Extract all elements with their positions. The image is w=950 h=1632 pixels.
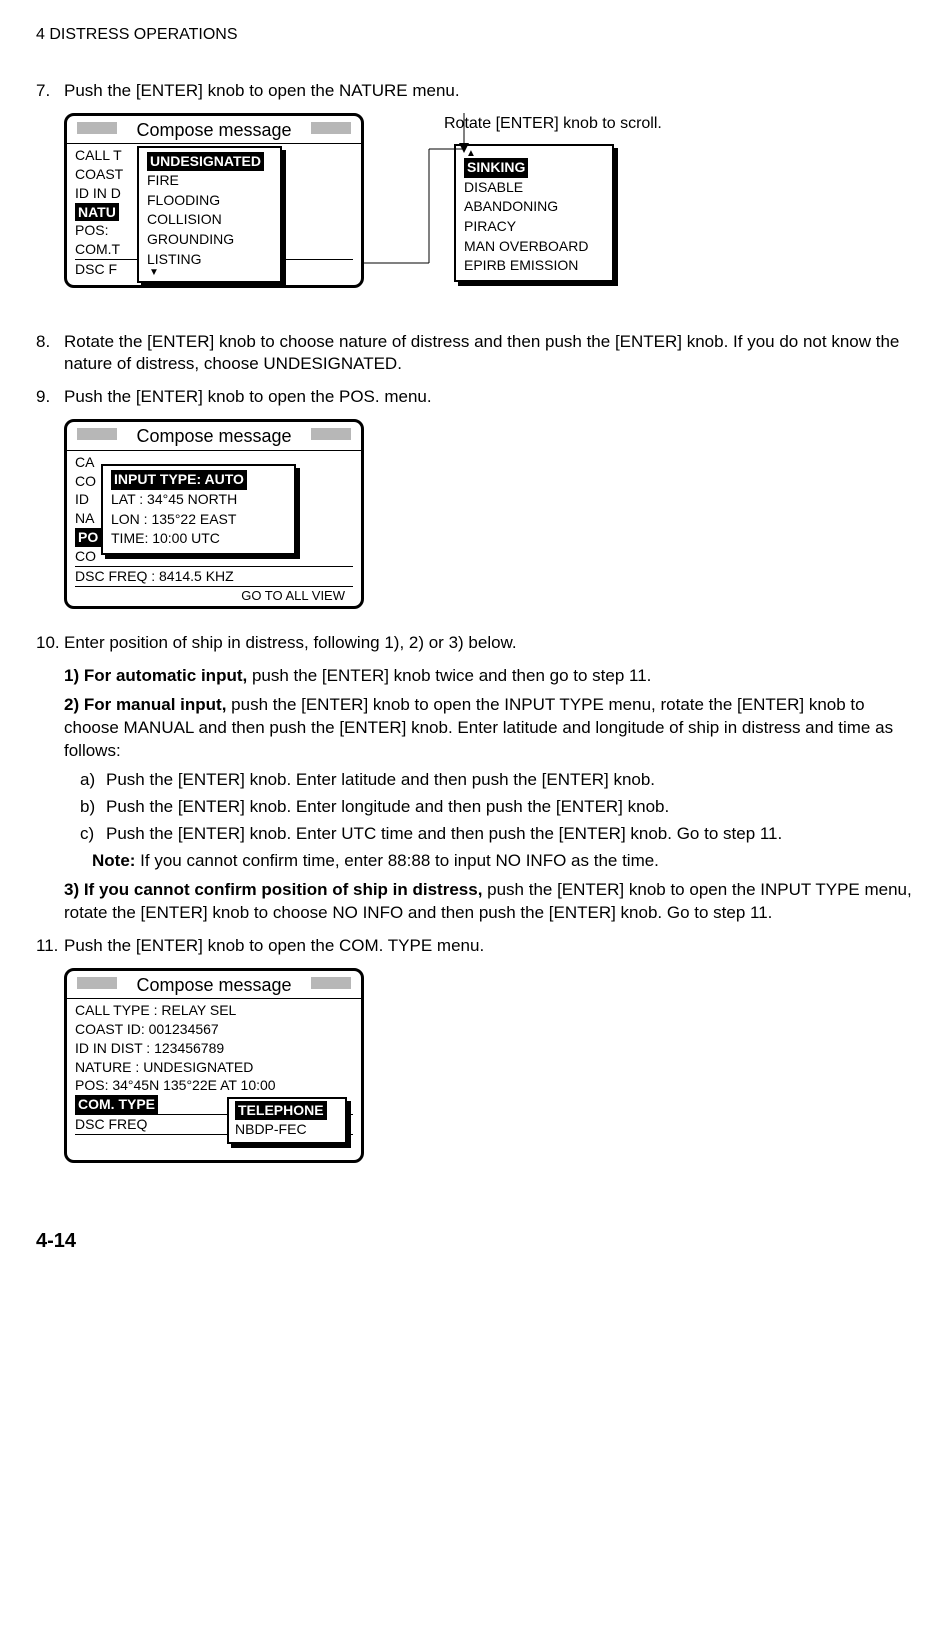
fig2-dd-1: LON : 135°22 EAST — [111, 510, 286, 530]
fig3-title: Compose message — [67, 971, 361, 999]
fig1-title: Compose message — [67, 116, 361, 144]
step-10-2c-num: c) — [80, 823, 106, 846]
fig3-dropdown: TELEPHONE NBDP-FEC — [227, 1097, 347, 1144]
step-8-num: 8. — [36, 331, 64, 377]
fig3-dd-0: NBDP-FEC — [235, 1120, 339, 1140]
step-11: 11. Push the [ENTER] knob to open the CO… — [36, 935, 914, 958]
figure-3: Compose message CALL TYPE : RELAY SEL CO… — [64, 968, 914, 1168]
step-10-1-bold: 1) For automatic input, — [64, 666, 247, 685]
step-10-2c: c) Push the [ENTER] knob. Enter UTC time… — [80, 823, 914, 846]
figure-1: Compose message CALL T COAST ID IN D NAT… — [64, 113, 914, 313]
step-7: 7. Push the [ENTER] knob to open the NAT… — [36, 80, 914, 103]
step-10-1: 1) For automatic input, push the [ENTER]… — [64, 665, 914, 688]
step-10-2a: a) Push the [ENTER] knob. Enter latitude… — [80, 769, 914, 792]
step-10-2a-num: a) — [80, 769, 106, 792]
figure-2: Compose message CA CO ID NA PO CO DSC FR… — [64, 419, 914, 614]
fig1-dd-0: FIRE — [147, 171, 272, 191]
step-11-text: Push the [ENTER] knob to open the COM. T… — [64, 935, 914, 958]
step-10-2: 2) For manual input, push the [ENTER] kn… — [64, 694, 914, 763]
fig1-dd-2: COLLISION — [147, 210, 272, 230]
step-10-num: 10. — [36, 632, 64, 655]
fig1-dropdown: UNDESIGNATED FIRE FLOODING COLLISION GRO… — [137, 146, 282, 284]
fig1-dd-4: LISTING — [147, 250, 272, 270]
step-7-text: Push the [ENTER] knob to open the NATURE… — [64, 80, 914, 103]
fig2-dropdown: INPUT TYPE: AUTO LAT : 34°45 NORTH LON :… — [101, 464, 296, 554]
step-11-num: 11. — [36, 935, 64, 958]
step-10-2a-text: Push the [ENTER] knob. Enter latitude an… — [106, 769, 914, 792]
step-10-3-bold: 3) If you cannot confirm position of shi… — [64, 880, 482, 899]
step-10-2-bold: 2) For manual input, — [64, 695, 226, 714]
step-10-3: 3) If you cannot confirm position of shi… — [64, 879, 914, 925]
po-label: PO — [75, 528, 101, 547]
fig2-dd-0: LAT : 34°45 NORTH — [111, 490, 286, 510]
fig1-dd-1: FLOODING — [147, 191, 272, 211]
step-10-note-rest: If you cannot confirm time, enter 88:88 … — [135, 851, 658, 870]
triangle-down-icon: ▼ — [149, 269, 272, 277]
step-10-2b-text: Push the [ENTER] knob. Enter longitude a… — [106, 796, 914, 819]
fig3-l2: ID IN DIST : 123456789 — [75, 1039, 353, 1058]
fig3-l0: CALL TYPE : RELAY SEL — [75, 1001, 353, 1020]
fig2-screen: Compose message CA CO ID NA PO CO DSC FR… — [64, 419, 364, 609]
step-10-text: Enter position of ship in distress, foll… — [64, 632, 914, 655]
step-10-2c-text: Push the [ENTER] knob. Enter UTC time an… — [106, 823, 914, 846]
fig1-dd-3: GROUNDING — [147, 230, 272, 250]
step-8-text: Rotate the [ENTER] knob to choose nature… — [64, 331, 914, 377]
fig1-right: Rotate [ENTER] knob to scroll. ▲ SINKING… — [364, 113, 914, 282]
fig3-l3: NATURE : UNDESIGNATED — [75, 1058, 353, 1077]
fig2-footer: GO TO ALL VIEW — [75, 586, 353, 605]
fig3-l4: POS: 34°45N 135°22E AT 10:00 — [75, 1076, 353, 1095]
step-10-2b-num: b) — [80, 796, 106, 819]
natu-label: NATU — [75, 203, 119, 222]
page-number: 4-14 — [36, 1228, 914, 1255]
connector-lines — [364, 113, 524, 303]
com-type-label: COM. TYPE — [75, 1095, 158, 1114]
step-10-note: Note: If you cannot confirm time, enter … — [92, 850, 914, 873]
step-9-num: 9. — [36, 386, 64, 409]
fig3-dd-hl: TELEPHONE — [235, 1101, 327, 1121]
fig1-dd-hl: UNDESIGNATED — [147, 152, 264, 172]
step-10: 10. Enter position of ship in distress, … — [36, 632, 914, 655]
step-9-text: Push the [ENTER] knob to open the POS. m… — [64, 386, 914, 409]
fig3-l1: COAST ID: 001234567 — [75, 1020, 353, 1039]
page-header: 4 DISTRESS OPERATIONS — [36, 24, 914, 46]
fig2-title: Compose message — [67, 422, 361, 450]
fig2-dd-hl: INPUT TYPE: AUTO — [111, 470, 247, 490]
fig2-dsc: DSC FREQ : 8414.5 KHZ — [75, 566, 353, 586]
step-10-note-bold: Note: — [92, 851, 135, 870]
step-10-1-rest: push the [ENTER] knob twice and then go … — [247, 666, 651, 685]
step-8: 8. Rotate the [ENTER] knob to choose nat… — [36, 331, 914, 377]
fig2-dd-2: TIME: 10:00 UTC — [111, 529, 286, 549]
fig1-screen: Compose message CALL T COAST ID IN D NAT… — [64, 113, 364, 288]
step-10-2b: b) Push the [ENTER] knob. Enter longitud… — [80, 796, 914, 819]
step-7-num: 7. — [36, 80, 64, 103]
step-9: 9. Push the [ENTER] knob to open the POS… — [36, 386, 914, 409]
fig3-screen: Compose message CALL TYPE : RELAY SEL CO… — [64, 968, 364, 1163]
